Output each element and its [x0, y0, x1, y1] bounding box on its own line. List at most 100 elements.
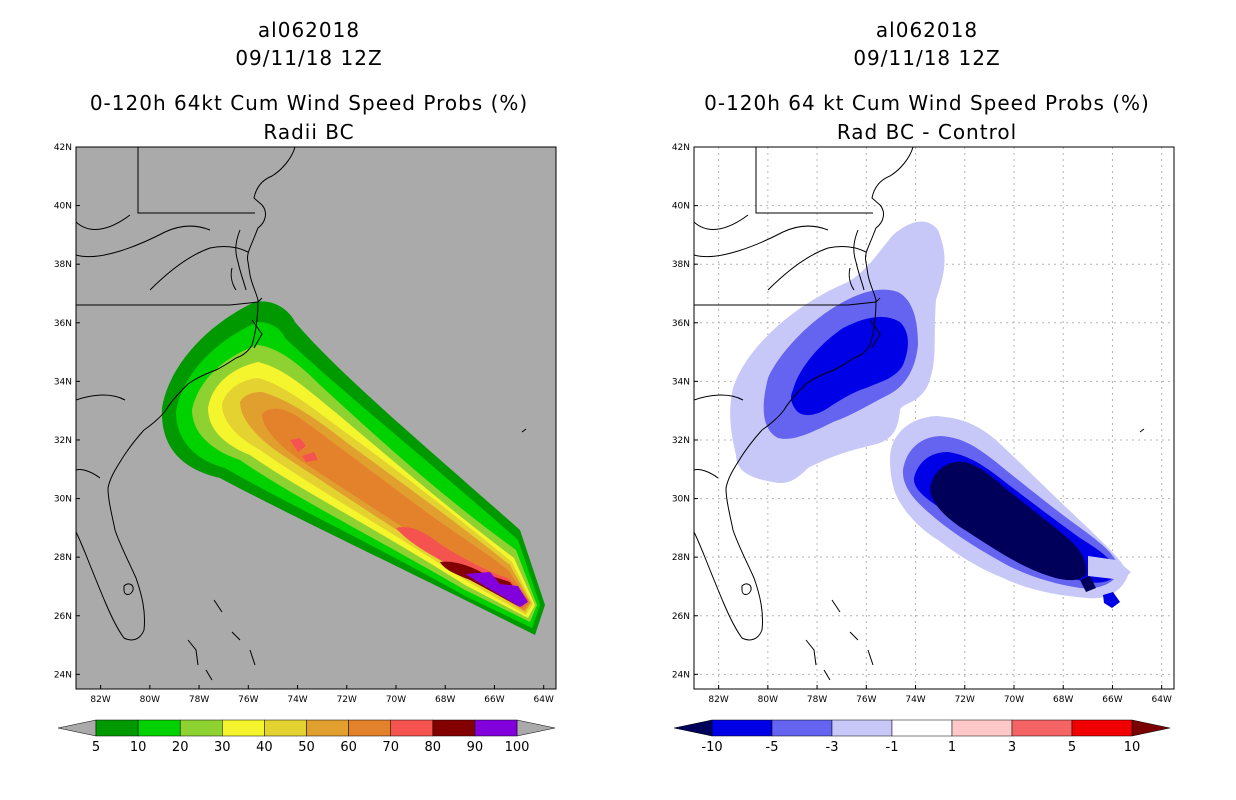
colorbar-label: -1 [886, 740, 899, 755]
lon-label: 72W [337, 695, 357, 705]
chart-title: 0-120h 64 kt Cum Wind Speed Probs (%) [704, 91, 1150, 115]
gulf-inland [694, 394, 744, 479]
colorbar-swatch [222, 719, 265, 737]
north-carolina-border [76, 297, 263, 306]
lat-label: 28N [54, 553, 72, 563]
map-frame [75, 146, 557, 690]
gulf-inland [76, 394, 126, 479]
colorbar-label: 40 [256, 740, 273, 755]
lon-label: 64W [534, 695, 554, 705]
colorbar-label: 80 [425, 740, 442, 755]
region-b-tail-a [1088, 556, 1131, 580]
west-virginia-border [694, 214, 829, 258]
colorbar-label: 1 [948, 740, 956, 755]
region-b-tail-b [1103, 592, 1120, 608]
colorbar-over-triangle [1131, 719, 1171, 737]
init-time: 09/11/18 12Z [235, 46, 383, 70]
colorbar-swatch [95, 719, 139, 737]
lat-label: 32N [54, 436, 72, 446]
lat-label: 32N [672, 436, 690, 446]
outer-banks [251, 319, 263, 349]
bermuda [1139, 428, 1145, 433]
colorbar-label: 70 [382, 740, 399, 755]
lon-label: 70W [1004, 695, 1024, 705]
map-plot: 82W 80W 78W 76W 74W 72W 70W 68W 66W 64W 42N 40N 38N 3… [672, 143, 1175, 755]
colorbar-label: 90 [467, 740, 484, 755]
lat-label: 42N [672, 143, 690, 153]
colorbar-under-triangle [57, 719, 97, 737]
colorbar-label: 5 [1068, 740, 1076, 755]
lat-label: 36N [54, 319, 72, 329]
colorbar-label: 10 [130, 740, 147, 755]
panel-radii-bc: al062018 09/11/18 12Z 0-120h 64kt Cum Wi… [54, 18, 557, 755]
colorbar-swatch [474, 719, 518, 737]
lon-label: 82W [90, 695, 110, 705]
colorbar-swatch [264, 719, 307, 737]
lake-okeechobee [741, 583, 752, 595]
virginia-border [767, 246, 867, 291]
east-coast [247, 147, 296, 301]
lat-label: 24N [54, 670, 72, 680]
lon-label: 70W [386, 695, 406, 705]
colorbar-swatch [432, 719, 476, 737]
lat-label: 38N [672, 260, 690, 270]
storm-id: al062018 [257, 18, 361, 42]
lat-label: 26N [54, 612, 72, 622]
lon-label: 82W [708, 695, 728, 705]
lat-label: 34N [672, 377, 690, 387]
georgia-florida-coast [694, 429, 763, 641]
lon-label: 80W [758, 695, 778, 705]
colorbar-swatch [711, 719, 773, 737]
lon-label: 66W [1102, 695, 1122, 705]
colorbar-swatch [831, 719, 893, 737]
colorbar-swatch [179, 719, 223, 737]
chart-subtitle: Rad BC - Control [836, 120, 1018, 144]
lat-label: 28N [672, 553, 690, 563]
lat-label: 24N [672, 670, 690, 680]
north-carolina-border [694, 297, 881, 306]
carolina-coast [761, 299, 877, 431]
colorbar-label: 3 [1008, 740, 1016, 755]
lon-label: 76W [856, 695, 876, 705]
lat-label: 30N [54, 495, 72, 505]
lat-label: 40N [54, 202, 72, 212]
chart-title: 0-120h 64kt Cum Wind Speed Probs (%) [89, 91, 529, 115]
chart-subtitle: Radii BC [263, 120, 355, 144]
storm-id: al062018 [875, 18, 979, 42]
colorbar-swatch [771, 719, 833, 737]
west-virginia-border [76, 214, 211, 258]
colorbar-over-triangle [516, 719, 556, 737]
contour-70 [290, 438, 528, 608]
colorbar-label: 30 [214, 740, 231, 755]
lon-label: 74W [287, 695, 307, 705]
lon-label: 78W [189, 695, 209, 705]
region-b-minus10 [930, 461, 1096, 592]
lon-label: 68W [435, 695, 455, 705]
colorbar-swatch [1071, 719, 1133, 737]
lon-label: 78W [807, 695, 827, 705]
colorbar-under-triangle [673, 719, 713, 737]
colorbar-label: 100 [505, 740, 530, 755]
colorbar-label: 10 [1124, 740, 1141, 755]
colorbar-swatch [348, 719, 391, 737]
pennsylvania-border [137, 147, 255, 214]
colorbar-label: 50 [298, 740, 315, 755]
east-coast [865, 147, 914, 301]
axis-labels: 82W 80W 78W 76W 74W 72W 70W 68W 66W 64W 42N 40N 38N 3… [672, 143, 1172, 705]
bermuda [521, 428, 527, 433]
colorbar-label: -5 [766, 740, 779, 755]
lon-label: 80W [140, 695, 160, 705]
contour-90 [465, 572, 528, 607]
colorbar-swatch [390, 719, 434, 737]
lat-label: 34N [54, 377, 72, 387]
pennsylvania-border [755, 147, 873, 214]
difference-contours [730, 221, 1131, 608]
colorbar-label: 60 [340, 740, 357, 755]
chesapeake-bay [848, 229, 865, 291]
lake-okeechobee [123, 583, 134, 595]
lon-label: 64W [1152, 695, 1172, 705]
colorbar-label: 5 [92, 740, 100, 755]
colorbar-label: -10 [701, 740, 722, 755]
bahamas-islands [805, 599, 874, 681]
lat-label: 42N [54, 143, 72, 153]
